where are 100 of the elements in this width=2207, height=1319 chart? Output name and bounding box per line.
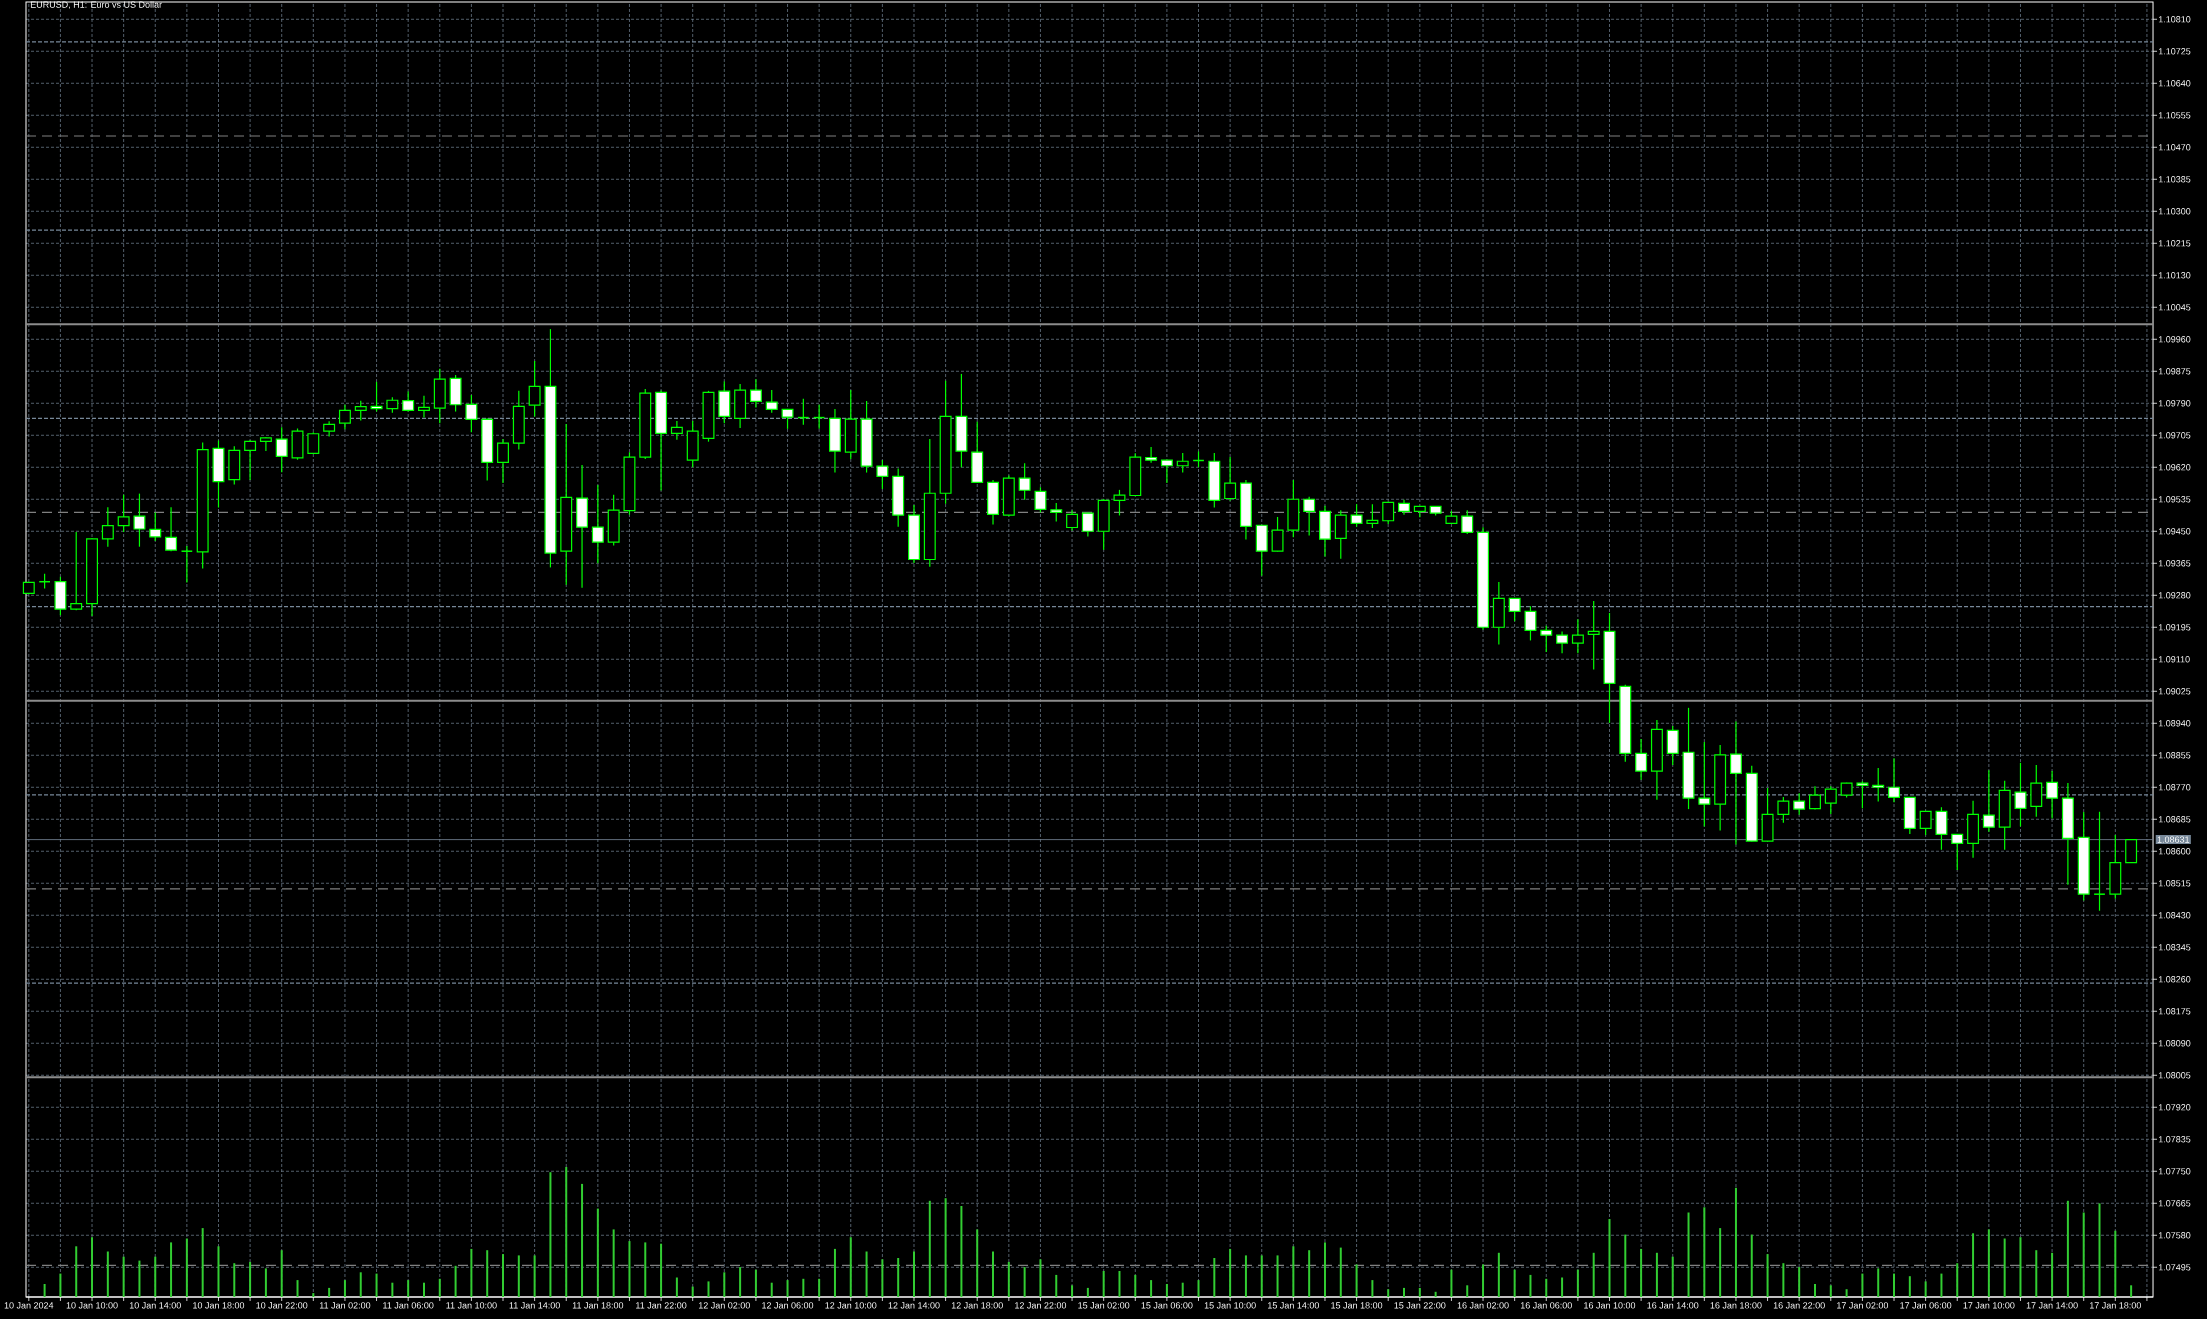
bar <box>1403 1287 1406 1297</box>
bar <box>1561 1277 1564 1297</box>
bar <box>407 1280 410 1297</box>
x-tick-label: 15 Jan 18:00 <box>1331 1302 1383 1309</box>
x-tick-label: 16 Jan 06:00 <box>1520 1302 1572 1309</box>
bar <box>1956 1263 1959 1297</box>
bar <box>992 1251 995 1297</box>
bar <box>438 1278 441 1297</box>
bar <box>1576 1269 1579 1297</box>
x-tick-label: 11 Jan 02:00 <box>319 1302 371 1309</box>
candlestick <box>1872 767 1885 803</box>
candlestick <box>1366 503 1379 529</box>
candlestick <box>591 484 604 564</box>
bar <box>928 1200 931 1297</box>
bar <box>1829 1285 1832 1297</box>
candlestick <box>1303 496 1316 537</box>
candlestick <box>1666 725 1679 766</box>
candlestick <box>1793 792 1806 816</box>
bar <box>328 1287 331 1297</box>
y-tick-label: 1.08685 <box>2158 816 2191 823</box>
candlestick <box>876 459 889 490</box>
y-tick-label: 1.10810 <box>2158 16 2191 23</box>
y-tick-label: 1.10215 <box>2158 240 2191 247</box>
y-tick-label: 1.09365 <box>2158 560 2191 567</box>
candlestick <box>1271 516 1284 553</box>
bar <box>770 1282 773 1297</box>
y-tick-label: 1.09875 <box>2158 368 2191 375</box>
y-tick-label: 1.10555 <box>2158 112 2191 119</box>
bar <box>296 1280 299 1297</box>
candlestick <box>1176 452 1189 474</box>
bar <box>1640 1248 1643 1297</box>
bar <box>1466 1285 1469 1297</box>
y-tick-label: 1.08175 <box>2158 1008 2191 1015</box>
candlestick <box>117 494 130 533</box>
candlestick <box>1556 630 1569 654</box>
y-tick-label: 1.09535 <box>2158 496 2191 503</box>
candlestick <box>1050 502 1063 523</box>
candlestick <box>1635 738 1648 781</box>
y-tick-label: 1.08770 <box>2158 784 2191 791</box>
candlestick <box>418 395 430 419</box>
x-tick-label: 10 Jan 10:00 <box>66 1302 118 1309</box>
bar <box>2098 1203 2101 1297</box>
x-tick-label: 15 Jan 02:00 <box>1078 1302 1130 1309</box>
bar <box>1118 1271 1121 1297</box>
bar <box>1687 1212 1690 1297</box>
bar <box>170 1242 173 1297</box>
bar <box>1055 1274 1058 1297</box>
y-tick-label: 1.10045 <box>2158 304 2191 311</box>
bar <box>596 1208 599 1297</box>
bar <box>1434 1291 1437 1297</box>
bar <box>2051 1252 2054 1297</box>
bar <box>1529 1274 1532 1297</box>
y-tick-label: 1.07835 <box>2158 1136 2191 1143</box>
chart-title: EURUSD, H1: Euro vs US Dollar <box>30 1 162 9</box>
candlestick <box>2014 762 2027 828</box>
x-tick-label: 15 Jan 06:00 <box>1141 1302 1193 1309</box>
candlestick <box>1461 509 1474 535</box>
bar <box>675 1277 678 1297</box>
bar <box>1213 1258 1216 1297</box>
bar <box>1086 1287 1089 1297</box>
bar <box>1102 1271 1105 1297</box>
candlestick <box>765 389 778 414</box>
candlestick <box>1951 833 1964 871</box>
candlestick <box>1856 780 1869 809</box>
bar <box>691 1286 694 1297</box>
bar <box>1387 1289 1390 1297</box>
bar <box>960 1206 963 1297</box>
bar <box>91 1237 94 1297</box>
candlestick <box>1018 462 1031 501</box>
candlestick <box>1145 446 1158 464</box>
y-tick-label: 1.09620 <box>2158 464 2191 471</box>
bar <box>1734 1187 1737 1297</box>
bar <box>1987 1229 1990 1297</box>
candlestick <box>465 394 478 433</box>
bar <box>1260 1255 1263 1297</box>
y-tick-label: 1.08855 <box>2158 752 2191 759</box>
bar <box>581 1183 584 1297</box>
bar <box>486 1250 489 1297</box>
x-tick-label: 11 Jan 18:00 <box>572 1302 624 1309</box>
candlestick <box>1888 757 1900 803</box>
bar <box>1655 1252 1658 1297</box>
candlestick <box>180 545 193 584</box>
y-tick-label: 1.10470 <box>2158 144 2191 151</box>
bar <box>549 1172 552 1297</box>
bar <box>1165 1284 1168 1297</box>
x-tick-label: 12 Jan 14:00 <box>888 1302 940 1309</box>
bar <box>1813 1284 1816 1297</box>
bar <box>1861 1273 1864 1297</box>
candlestick <box>1066 509 1079 532</box>
bar <box>2066 1200 2069 1297</box>
bar <box>43 1284 46 1297</box>
candlestick <box>528 360 541 418</box>
bar <box>1924 1281 1927 1297</box>
y-tick-label: 1.08345 <box>2158 944 2191 951</box>
bar <box>1276 1255 1279 1297</box>
bar <box>1608 1219 1611 1297</box>
candlestick <box>1777 796 1790 824</box>
y-tick-label: 1.07495 <box>2158 1264 2191 1271</box>
candlestick <box>1334 509 1347 560</box>
candlestick <box>259 436 272 452</box>
